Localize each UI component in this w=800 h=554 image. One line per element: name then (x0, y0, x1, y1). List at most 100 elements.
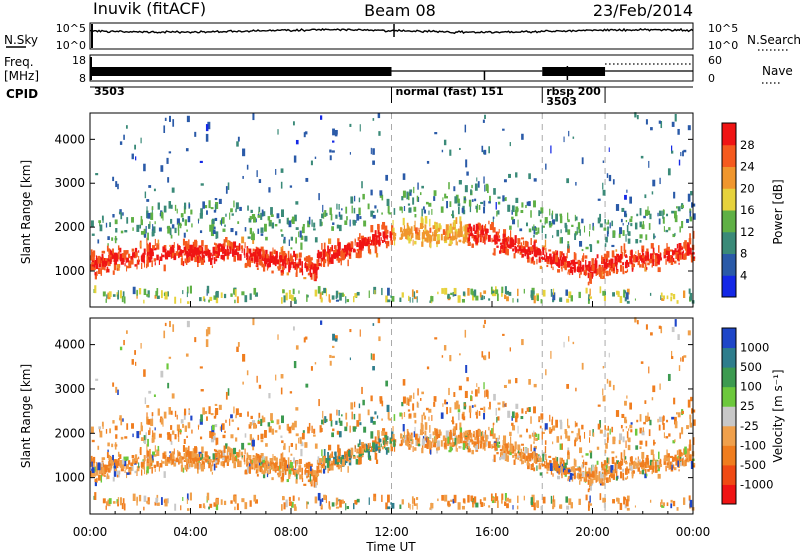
velocity-point (333, 456, 336, 460)
velocity-point (662, 416, 665, 421)
power-point (641, 224, 645, 230)
velocity-point (136, 496, 138, 503)
power-point (256, 267, 259, 270)
velocity-point (542, 431, 545, 434)
velocity-point (581, 455, 584, 458)
velocity-point (347, 466, 349, 473)
velocity-point (630, 466, 633, 472)
velocity-point (611, 451, 615, 454)
power-point (295, 265, 298, 274)
power-point (173, 256, 176, 261)
power-point (140, 219, 143, 226)
velocity-point (139, 430, 142, 435)
colorbar-tick-label: 500 (740, 360, 762, 374)
velocity-point (429, 425, 431, 433)
power-point (292, 121, 295, 126)
power-point (143, 248, 146, 255)
power-point (533, 227, 538, 231)
velocity-point (522, 455, 526, 460)
power-point (434, 231, 437, 236)
velocity-point (637, 467, 640, 472)
velocity-point (552, 441, 554, 445)
power-point (657, 212, 659, 217)
velocity-point (153, 394, 156, 397)
velocity-point (605, 460, 609, 469)
velocity-point (381, 430, 385, 436)
power-point (354, 238, 356, 246)
velocity-point (589, 430, 591, 437)
power-point (218, 247, 220, 252)
power-point (647, 206, 649, 215)
power-point (341, 292, 344, 297)
velocity-point (279, 461, 282, 470)
power-point (325, 288, 327, 297)
power-point (586, 264, 589, 271)
power-point (494, 241, 498, 244)
power-point (588, 294, 590, 301)
velocity-point (688, 495, 691, 501)
velocity-point (636, 320, 639, 325)
velocity-point (128, 469, 132, 473)
power-point (678, 243, 682, 251)
power-point (461, 298, 465, 303)
velocity-point (365, 447, 370, 451)
velocity-point (339, 420, 343, 426)
velocity-point (399, 443, 403, 447)
velocity-point (335, 506, 340, 509)
velocity-point (144, 397, 147, 405)
power-point (517, 238, 521, 245)
velocity-point (160, 370, 164, 378)
power-point (601, 271, 603, 279)
velocity-point (493, 454, 496, 463)
power-point (391, 225, 394, 233)
power-point (307, 272, 311, 276)
velocity-point (523, 495, 525, 501)
power-point (151, 206, 154, 211)
power-point (596, 268, 599, 276)
velocity-point (657, 418, 659, 423)
power-point (339, 214, 343, 220)
power-point (142, 252, 145, 255)
velocity-point (471, 498, 475, 503)
velocity-point (114, 442, 117, 450)
velocity-point (639, 470, 642, 475)
power-point (634, 112, 637, 118)
power-point (408, 228, 411, 236)
velocity-point (180, 505, 182, 511)
velocity-point (236, 503, 239, 511)
velocity-point (91, 461, 93, 467)
power-point (626, 269, 629, 273)
power-point (215, 297, 219, 304)
velocity-point (385, 380, 389, 387)
power-point (137, 259, 140, 265)
velocity-point (521, 339, 524, 346)
velocity-point (582, 463, 585, 469)
velocity-point (390, 446, 394, 452)
velocity-point (346, 450, 349, 456)
velocity-point (507, 442, 510, 448)
power-point (421, 208, 423, 217)
velocity-point (112, 420, 115, 424)
velocity-point (213, 463, 216, 471)
cpid-label: CPID (6, 87, 38, 101)
power-point (462, 291, 466, 296)
velocity-point (99, 427, 101, 433)
velocity-point (452, 442, 456, 447)
velocity-point (331, 355, 335, 359)
velocity-point (237, 342, 240, 347)
power-point (139, 242, 142, 247)
velocity-point (636, 462, 638, 469)
velocity-point (474, 436, 477, 441)
power-point (527, 256, 530, 263)
velocity-point (214, 403, 218, 406)
power-point (630, 260, 633, 265)
velocity-point (367, 452, 369, 458)
velocity-point (483, 413, 486, 420)
power-point (114, 219, 118, 225)
power-point (644, 194, 647, 199)
power-point (298, 258, 302, 266)
power-point (437, 291, 439, 295)
power-point (156, 243, 160, 250)
velocity-point (499, 444, 501, 448)
power-point (483, 176, 485, 184)
